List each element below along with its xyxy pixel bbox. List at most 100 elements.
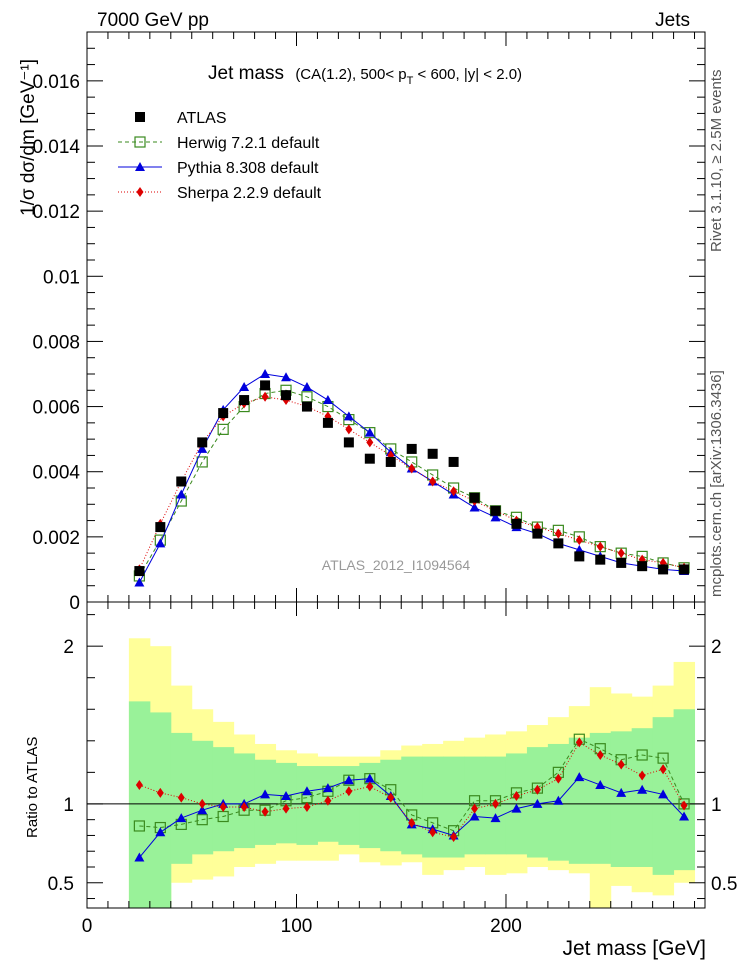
ratio-herwig-point (133, 820, 145, 832)
main-atlas-point (427, 448, 438, 459)
title-detail-part: < 600, |y| < 2.0) (413, 66, 522, 83)
ratio-pythia-point (364, 773, 375, 783)
main-atlas-point (385, 456, 396, 467)
ratio-pythia-point (155, 827, 166, 837)
main-pythia-point (322, 395, 333, 405)
main-sherpa-line (138, 396, 685, 570)
main-y-tick-label: 0.004 (32, 463, 80, 484)
ratio-sherpa-point (240, 802, 248, 813)
main-ylabel: 1/σ dσ/dm [GeV⁻¹] (18, 59, 39, 216)
main-sherpa-point (429, 476, 437, 487)
main-atlas-point (469, 492, 480, 503)
main-pythia-point (281, 372, 292, 382)
mcplots-label: mcplots.cern.ch [arXiv:1306.3436] (708, 370, 725, 597)
ratio-sherpa-point (450, 832, 458, 843)
ratio-frame (86, 601, 706, 909)
main-pythia-point (155, 538, 166, 548)
uncertainty-band-inner (212, 747, 235, 852)
uncertainty-band-inner (191, 740, 214, 855)
ratio-sherpa-point (345, 786, 353, 797)
ratio-sherpa-point (617, 759, 625, 770)
main-atlas-point (218, 408, 229, 419)
title-detail-subscript: T (407, 75, 414, 87)
ratio-pythia-point (490, 813, 501, 823)
uncertainty-band-inner (568, 737, 591, 864)
legend-pythia-marker (135, 162, 145, 171)
main-pythia-point (260, 369, 271, 378)
main-y-tick-label: 0.008 (32, 332, 80, 353)
main-atlas-point (322, 417, 333, 428)
ratio-sherpa-point (471, 803, 479, 814)
main-herwig-point (217, 423, 229, 435)
main-atlas-point (406, 443, 417, 454)
main-atlas-point (490, 505, 501, 516)
ratio-sherpa-point (408, 817, 416, 828)
header-right: Jets (655, 10, 690, 31)
main-atlas-point (532, 528, 543, 539)
main-atlas-point (260, 380, 271, 391)
ratio-y-tick-label-right: 1 (711, 795, 722, 816)
ratio-sherpa-point (198, 798, 206, 809)
ratio-pythia-point (616, 787, 627, 797)
main-sherpa-point (575, 535, 583, 546)
legend-atlas-label: ATLAS (177, 110, 227, 127)
ratio-y-tick-label: 0.5 (48, 874, 74, 895)
ratio-sherpa-point (575, 737, 583, 748)
main-pythia-point (197, 443, 208, 453)
ratio-y-tick-label-right: 0.5 (711, 874, 737, 895)
main-pythia-point (176, 489, 187, 499)
main-atlas-point (197, 437, 208, 448)
main-pythia-point (490, 512, 501, 522)
ratio-sherpa-point (638, 770, 646, 781)
legend: ATLAS Herwig 7.2.1 default Pythia 8.308 de… (118, 110, 322, 202)
main-atlas-point (448, 456, 459, 467)
main-atlas-point (134, 566, 145, 577)
title-detail-part: (CA(1.2), 500< p (295, 66, 406, 83)
uncertainty-band-inner (422, 756, 444, 858)
main-y-tick-label: 0.016 (32, 72, 80, 93)
ratio-sherpa-point (177, 792, 185, 803)
main-pythia-point (134, 577, 145, 587)
uncertainty-band-inner (149, 712, 172, 908)
main-atlas-point (239, 395, 250, 406)
main-panel: 0 0.002 0.004 0.006 0.008 0.01 0.012 0.014 0.016 (32, 31, 706, 614)
ratio-pythia-point (469, 811, 480, 821)
ratio-pythia-point (679, 811, 690, 821)
main-atlas-point (176, 476, 187, 487)
uncertainty-band-inner (443, 756, 465, 858)
legend-atlas-marker (135, 112, 145, 122)
ratio-herwig-point (196, 814, 208, 826)
ratio-pythia-point (532, 798, 543, 808)
ratio-sherpa-point (429, 827, 437, 838)
uncertainty-band-inner (380, 759, 402, 852)
main-title-text: Jet mass (208, 63, 284, 84)
ratio-sherpa-point (135, 779, 143, 790)
main-sherpa-point (596, 541, 604, 552)
uncertainty-band-inner (275, 762, 297, 844)
legend-herwig-label: Herwig 7.2.1 default (177, 135, 320, 152)
ratio-y-tick-label-right: 2 (711, 637, 722, 658)
main-sherpa-point (554, 528, 562, 539)
ratio-pythia-point (574, 772, 585, 782)
ratio-pythia-point (595, 779, 606, 789)
main-atlas-point (281, 390, 292, 401)
main-atlas-point (574, 551, 585, 562)
header-left: 7000 GeV pp (97, 10, 209, 31)
ratio-pythia-point (511, 803, 522, 813)
main-sherpa-point (366, 437, 374, 448)
legend-herwig-marker (134, 136, 146, 148)
main-atlas-point (155, 522, 166, 533)
ratio-sherpa-point (282, 803, 290, 814)
ratio-x-tick-label: 0 (82, 916, 93, 937)
ratio-pythia-point (301, 786, 312, 796)
main-y-tick-label: 0.006 (32, 398, 80, 419)
uncertainty-band-inner (254, 759, 277, 845)
uncertainty-band-inner (610, 731, 633, 867)
uncertainty-band-inner (128, 701, 151, 908)
analysis-watermark: ATLAS_2012_I1094564 (322, 557, 471, 573)
ratio-pythia-point (134, 852, 145, 862)
main-atlas-point (343, 437, 354, 448)
legend-sherpa-label: Sherpa 2.2.9 default (177, 185, 322, 202)
uncertainty-band-inner (673, 709, 696, 871)
